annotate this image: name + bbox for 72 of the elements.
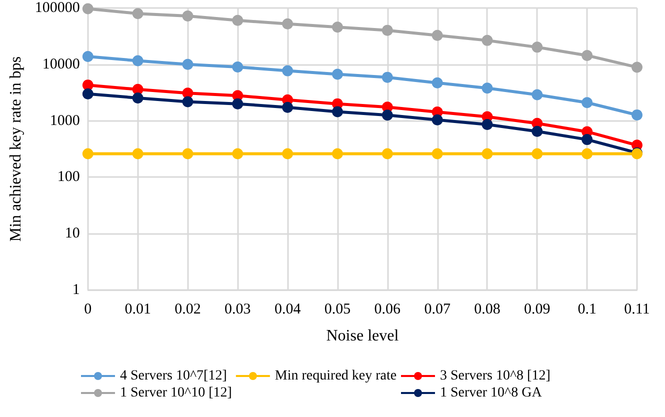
x-tick-label: 0.07 xyxy=(424,302,451,318)
y-tick-label: 10 xyxy=(64,226,80,242)
legend-label: 1 Server 10^10 [12] xyxy=(120,386,232,400)
x-tick-label: 0.08 xyxy=(474,302,500,318)
x-tick-label: 0.06 xyxy=(374,302,402,318)
point xyxy=(382,72,393,83)
point xyxy=(582,148,593,160)
x-tick-label: 0.1 xyxy=(578,302,596,318)
point xyxy=(382,148,393,160)
point xyxy=(482,148,493,160)
x-tick-label: 0 xyxy=(84,302,92,318)
x-tick-label: 0.04 xyxy=(274,302,302,318)
point xyxy=(532,126,543,137)
point xyxy=(332,22,343,33)
point xyxy=(82,51,94,62)
y-tick-label: 1 xyxy=(72,282,80,298)
point xyxy=(132,92,144,104)
point xyxy=(532,42,543,53)
point xyxy=(232,61,244,72)
y-tick-label: 100 xyxy=(57,169,80,186)
y-axis-title: Min achieved key rate in bps xyxy=(8,56,24,242)
legend-label: Min required key rate xyxy=(274,368,397,384)
x-tick-label: 0.05 xyxy=(324,302,351,318)
point xyxy=(432,77,443,88)
point xyxy=(82,3,94,14)
point xyxy=(132,55,144,66)
legend-label: 3 Servers 10^8 [12] xyxy=(440,368,550,384)
point xyxy=(282,102,294,113)
point xyxy=(232,98,244,110)
point xyxy=(332,148,343,160)
point xyxy=(432,30,443,41)
point xyxy=(182,96,194,108)
point xyxy=(582,50,593,61)
x-tick-label: 0.11 xyxy=(624,302,650,318)
y-tick-label: 1000 xyxy=(50,112,80,129)
point xyxy=(82,88,94,100)
point xyxy=(232,14,244,26)
point xyxy=(432,148,443,160)
point xyxy=(282,18,294,30)
point xyxy=(632,109,642,120)
point xyxy=(482,34,493,46)
point xyxy=(382,24,393,36)
legend-label: 1 Server 10^8 GA xyxy=(440,386,543,400)
point xyxy=(482,82,493,94)
point xyxy=(582,97,593,108)
point xyxy=(82,148,94,160)
point xyxy=(332,106,343,118)
point xyxy=(132,8,144,20)
point xyxy=(182,10,194,22)
point xyxy=(132,148,144,160)
point xyxy=(232,148,244,160)
x-tick-label: 0.09 xyxy=(524,302,550,318)
point xyxy=(82,80,94,91)
point xyxy=(532,148,543,160)
point xyxy=(482,118,493,130)
point xyxy=(432,114,443,126)
x-tick-label: 0.01 xyxy=(124,302,151,318)
y-tick-label: 10000 xyxy=(42,56,80,72)
point xyxy=(382,110,393,121)
legend-label: 4 Servers 10^7[12] xyxy=(120,368,227,384)
point xyxy=(182,58,194,70)
point xyxy=(632,62,642,73)
point xyxy=(282,65,294,76)
x-tick-label: 0.03 xyxy=(224,302,251,318)
point xyxy=(582,134,593,146)
point xyxy=(282,148,294,160)
x-tick-label: 0.02 xyxy=(174,302,201,318)
point xyxy=(332,68,343,80)
point xyxy=(182,148,194,160)
point xyxy=(532,89,543,100)
y-tick-label: 100000 xyxy=(34,0,80,16)
x-axis-title: Noise level xyxy=(326,328,400,344)
